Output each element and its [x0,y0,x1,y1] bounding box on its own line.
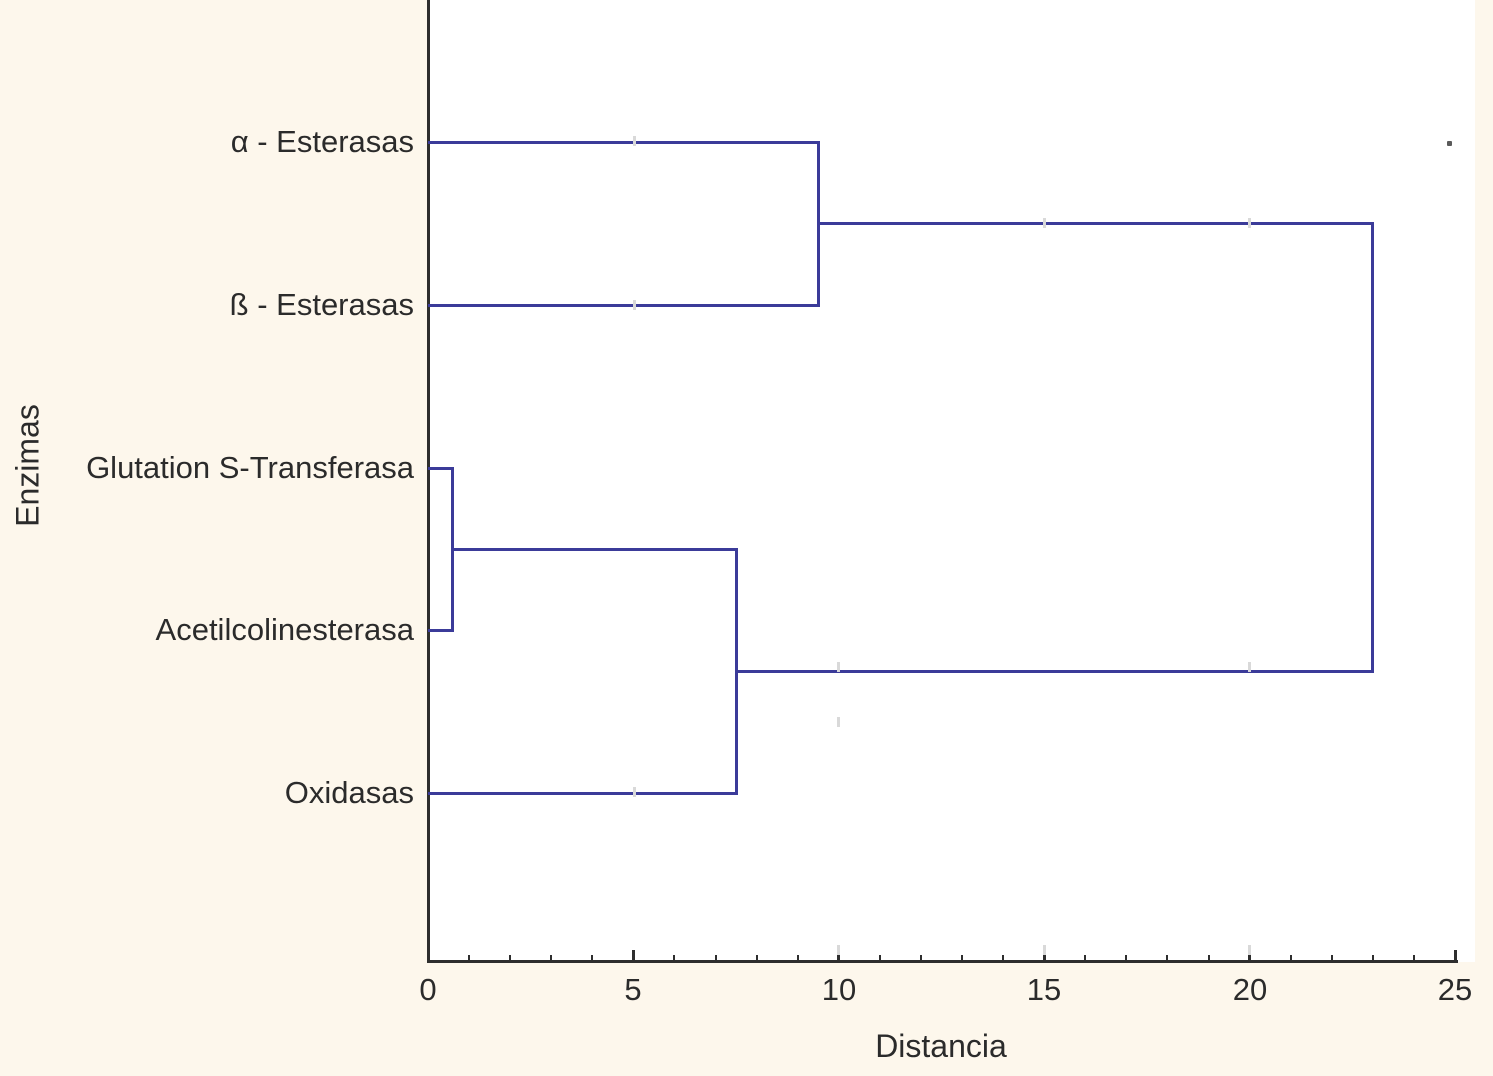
dendrogram-h-segment [428,792,736,795]
x-axis-tick-label: 10 [821,972,857,1007]
y-axis-title: Enzimas [9,404,46,527]
x-axis-major-tick [1454,950,1457,961]
faint-gridline-dash [837,945,840,955]
faint-gridline-dash [1043,945,1046,955]
x-axis-minor-tick [550,955,552,961]
x-axis-minor-tick [1208,955,1210,961]
dendrogram-v-segment [451,467,454,632]
x-axis-minor-tick [879,955,881,961]
leaf-label: ß - Esterasas [229,287,414,322]
plot-area [429,0,1475,962]
leaf-label: Oxidasas [284,775,414,810]
x-axis-minor-tick [1290,955,1292,961]
x-axis-minor-tick [509,955,511,961]
faint-gridline-dash [633,300,636,310]
x-axis-major-tick [837,950,840,961]
dendrogram-v-segment [1371,222,1374,673]
stray-dot-artifact [1447,141,1452,146]
x-axis-minor-tick [1413,955,1415,961]
faint-gridline-dash [633,136,636,146]
dendrogram-h-segment [428,304,818,307]
x-axis-minor-tick [1166,955,1168,961]
x-axis-tick-label: 25 [1437,972,1473,1007]
x-axis-minor-tick [673,955,675,961]
x-axis-minor-tick [1125,955,1127,961]
x-axis-minor-tick [1372,955,1374,961]
x-axis-tick-label: 20 [1232,972,1268,1007]
faint-gridline-dash [1043,218,1046,228]
dendrogram-h-segment [428,141,818,144]
x-axis-minor-tick [468,955,470,961]
x-axis-line [427,960,1458,963]
x-axis-title: Distancia [875,1028,1007,1064]
y-axis-line [427,0,430,963]
leaf-label: Acetilcolinesterasa [155,612,414,647]
faint-gridline-dash [1248,945,1251,955]
x-axis-major-tick [1248,950,1251,961]
leaf-label: α - Esterasas [230,124,414,159]
x-axis-tick-label: 5 [624,972,642,1007]
x-axis-major-tick [632,950,635,961]
x-axis-minor-tick [1331,955,1333,961]
x-axis-tick-label: 0 [419,972,437,1007]
x-axis-tick-label: 15 [1026,972,1062,1007]
x-axis-minor-tick [1002,955,1004,961]
faint-gridline-dash [837,717,840,727]
x-axis-minor-tick [797,955,799,961]
x-axis-minor-tick [1084,955,1086,961]
dendrogram-h-segment [736,670,1373,673]
x-axis-minor-tick [715,955,717,961]
dendrogram-h-segment [428,467,453,470]
x-axis-minor-tick [920,955,922,961]
leaf-label: Glutation S-Transferasa [86,450,414,485]
faint-gridline-dash [1248,662,1251,672]
faint-gridline-dash [837,662,840,672]
faint-gridline-dash [633,787,636,797]
dendrogram-h-segment [453,548,736,551]
x-axis-minor-tick [961,955,963,961]
dendrogram-h-segment [818,222,1373,225]
x-axis-minor-tick [591,955,593,961]
x-axis-major-tick [1043,950,1046,961]
x-axis-minor-tick [756,955,758,961]
dendrogram-h-segment [428,629,453,632]
faint-gridline-dash [1248,218,1251,228]
x-axis-major-tick [427,950,430,961]
